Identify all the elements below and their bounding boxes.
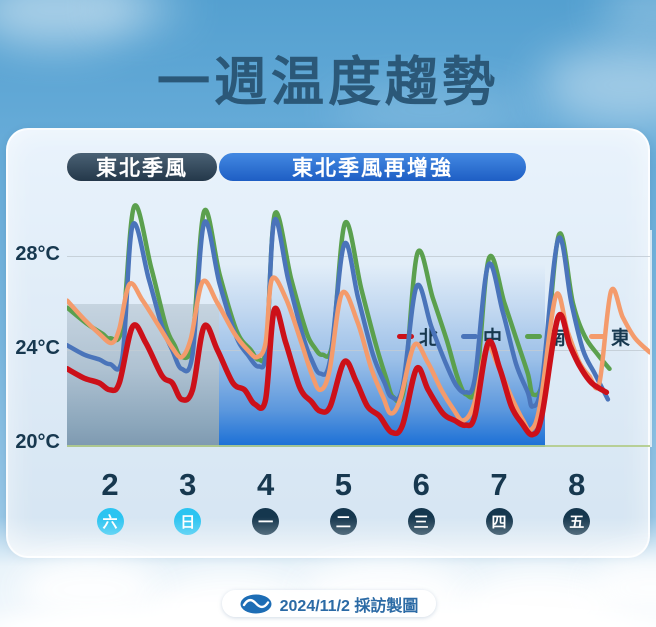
y-tick-20c: 20°C xyxy=(15,431,60,453)
series-line-東 xyxy=(67,275,650,433)
banner-label: 東北季風 xyxy=(96,157,188,180)
legend-swatch-icon xyxy=(588,334,606,339)
media-wave-logo-icon xyxy=(240,594,272,613)
weekday-circle-六: 六 xyxy=(96,508,124,535)
banner-monsoon-strengthens: 東北季風再增強 xyxy=(217,151,528,183)
legend-label: 東 xyxy=(610,328,630,349)
legend-item-東: 東 xyxy=(588,323,630,350)
series-line-北 xyxy=(67,305,610,438)
temperature-lines-chart xyxy=(67,203,650,438)
x-tick-date-7: 7 xyxy=(490,467,508,502)
credit-bar: 2024/11/2 採訪製圖 xyxy=(222,590,436,617)
weekday-circle-一: 一 xyxy=(252,508,280,535)
x-tick-date-8: 8 xyxy=(568,467,586,502)
legend-swatch-icon xyxy=(524,334,542,339)
plot-right-edge xyxy=(650,230,652,447)
cloud-decoration xyxy=(460,572,620,627)
x-tick-date-6: 6 xyxy=(412,467,430,502)
y-tick-28c: 28°C xyxy=(15,243,60,265)
legend-swatch-icon xyxy=(396,334,414,339)
page-title: 一週温度趨勢 xyxy=(157,53,499,112)
cloud-decoration xyxy=(0,0,140,45)
gridline-24 xyxy=(67,350,650,351)
cloud-decoration xyxy=(95,0,185,24)
credit-text: 2024/11/2 採訪製圖 xyxy=(279,597,419,615)
weekday-circle-日: 日 xyxy=(174,508,202,535)
axis-baseline-20 xyxy=(67,445,650,447)
x-tick-date-5: 5 xyxy=(334,467,353,502)
banner-label: 東北季風再增強 xyxy=(292,157,453,180)
cloud-decoration xyxy=(20,560,160,620)
x-tick-date-2: 2 xyxy=(101,467,119,502)
weekday-circle-四: 四 xyxy=(485,508,513,535)
cloud-decoration xyxy=(590,558,656,618)
gridline-28 xyxy=(67,256,650,257)
cloud-decoration xyxy=(600,0,656,30)
legend-swatch-icon xyxy=(460,334,478,339)
banner-northeast-monsoon: 東北季風 xyxy=(65,151,219,183)
y-tick-24c: 24°C xyxy=(15,337,60,359)
x-tick-date-3: 3 xyxy=(179,467,197,502)
x-tick-date-4: 4 xyxy=(256,467,275,502)
weekday-circle-三: 三 xyxy=(407,508,435,535)
weekday-circle-五: 五 xyxy=(563,508,591,535)
weekday-circle-二: 二 xyxy=(329,508,357,535)
